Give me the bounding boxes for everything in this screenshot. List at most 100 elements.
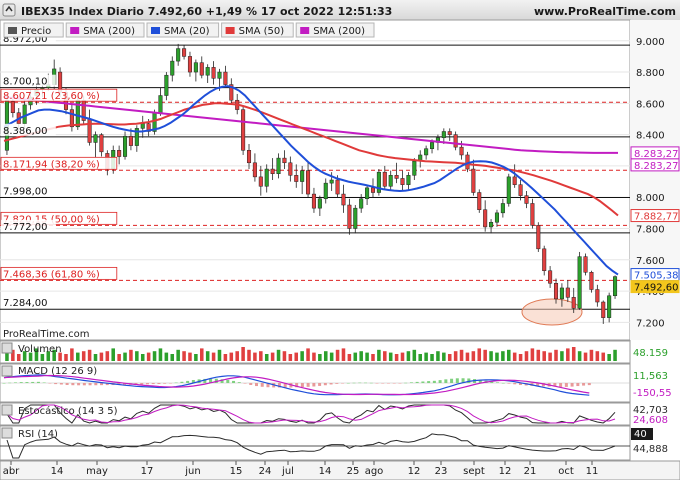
candle-body <box>134 128 139 146</box>
candle-body <box>459 146 464 156</box>
macd-histogram-bar <box>226 379 230 383</box>
volume-bar <box>477 348 482 361</box>
sma-line <box>3 85 619 276</box>
macd-histogram-bar <box>214 378 218 383</box>
volume-bar <box>46 351 51 361</box>
rsi-line <box>0 433 630 459</box>
price-badge-label: 7.505,38 <box>634 271 679 282</box>
candle-body <box>500 203 505 214</box>
time-tick-label: ago <box>365 466 384 477</box>
macd-histogram-bar <box>94 383 98 386</box>
macd-histogram-bar <box>36 381 40 383</box>
price-badge <box>630 209 680 223</box>
candle-body <box>264 168 269 187</box>
macd-histogram-bar <box>88 383 92 386</box>
candle-body <box>294 175 299 182</box>
price-tick-label: 7.800 <box>636 224 665 235</box>
volume-bar <box>607 354 611 361</box>
volume-bar <box>335 349 340 361</box>
macd-histogram-bar <box>54 383 58 385</box>
rsi-toggle-button[interactable] <box>1 427 13 439</box>
volume-bar <box>542 351 546 361</box>
candle-body <box>252 162 257 178</box>
macd-histogram-bar <box>59 383 63 385</box>
macd-lines <box>0 374 630 396</box>
candle-body <box>282 157 287 164</box>
sma-line <box>3 96 618 154</box>
macd-histogram-bar <box>576 383 580 387</box>
rsi-panel <box>0 425 631 461</box>
candle-body <box>40 87 45 89</box>
macd-histogram-bar <box>461 378 465 383</box>
website-label[interactable]: www.ProRealTime.com <box>534 5 676 18</box>
legend-item[interactable] <box>146 22 220 38</box>
volume-bar <box>253 352 257 361</box>
volume-bar <box>453 351 458 361</box>
candle-body <box>270 168 275 174</box>
legend-item[interactable] <box>221 22 294 38</box>
volume-toggle-button[interactable] <box>1 342 13 354</box>
volume-bar <box>353 352 358 361</box>
volume-bar <box>188 352 192 361</box>
legend-swatch <box>300 27 310 34</box>
price-tick-label: 8.000 <box>636 193 665 204</box>
volume-bar <box>170 354 175 361</box>
legend-item[interactable] <box>65 22 145 38</box>
level-label-box <box>0 88 118 102</box>
candle-body <box>276 157 281 174</box>
volume-bar <box>40 354 45 361</box>
candle-body <box>241 109 246 151</box>
volume-bar <box>93 354 98 361</box>
chevron-up-icon <box>5 5 13 12</box>
macd-histogram-bar <box>19 382 23 383</box>
time-tick-label: 11 <box>586 466 599 477</box>
level-labels: 8.972,00 8.700,10 8.607,21 (23,60 %) 8.386,… <box>0 32 118 309</box>
macd-histogram-bar <box>375 383 379 384</box>
volume-bar <box>264 354 269 361</box>
volume-value: 48.159 <box>633 348 668 359</box>
macd-histogram-bar <box>467 378 471 383</box>
candle-body <box>530 203 535 226</box>
legend-label: SMA (200) <box>313 26 365 37</box>
volume-bar <box>377 349 381 361</box>
volume-bar <box>406 351 411 361</box>
stochastic-d-line <box>6 404 616 424</box>
time-tick-label: 15 <box>230 466 243 477</box>
volume-bar <box>81 351 86 361</box>
candle-body <box>128 135 133 146</box>
volume-bar <box>566 348 570 361</box>
legend-item[interactable] <box>3 22 64 38</box>
candle-body <box>583 256 588 273</box>
macd-histogram-bar <box>145 383 149 385</box>
macd-histogram-bar <box>237 382 241 383</box>
macd-histogram-bar <box>507 383 511 384</box>
stochastic-toggle-button[interactable] <box>1 404 13 416</box>
volume-bar <box>99 352 104 361</box>
macd-histogram-bar <box>518 383 522 385</box>
macd-histogram-bar <box>570 383 574 387</box>
volume-bar <box>5 352 9 361</box>
macd-histogram-bar <box>100 383 104 386</box>
volume-bar <box>259 351 263 361</box>
time-tick-label: abr <box>3 466 20 477</box>
candle-body <box>400 178 405 185</box>
time-tick-label: 12 <box>499 466 512 477</box>
macd-histogram-bar <box>432 380 436 383</box>
volume-bar <box>601 352 606 361</box>
volume-bar <box>512 352 517 361</box>
time-tick-label: jun <box>184 466 200 477</box>
macd-toggle-button[interactable] <box>1 365 13 377</box>
volume-bar <box>459 349 464 361</box>
legend-swatch <box>70 27 80 34</box>
collapse-button[interactable] <box>2 3 16 17</box>
macd-histogram-bar <box>186 380 190 383</box>
candle-body <box>524 195 529 204</box>
candle-body <box>542 248 547 271</box>
candle-body <box>382 171 387 187</box>
candle-body <box>506 176 511 204</box>
macd-histogram-bar <box>478 379 482 383</box>
candle-body <box>565 287 570 298</box>
volume-bar <box>418 354 422 361</box>
legend-item[interactable] <box>295 22 375 38</box>
macd-histogram-bar <box>455 378 459 383</box>
